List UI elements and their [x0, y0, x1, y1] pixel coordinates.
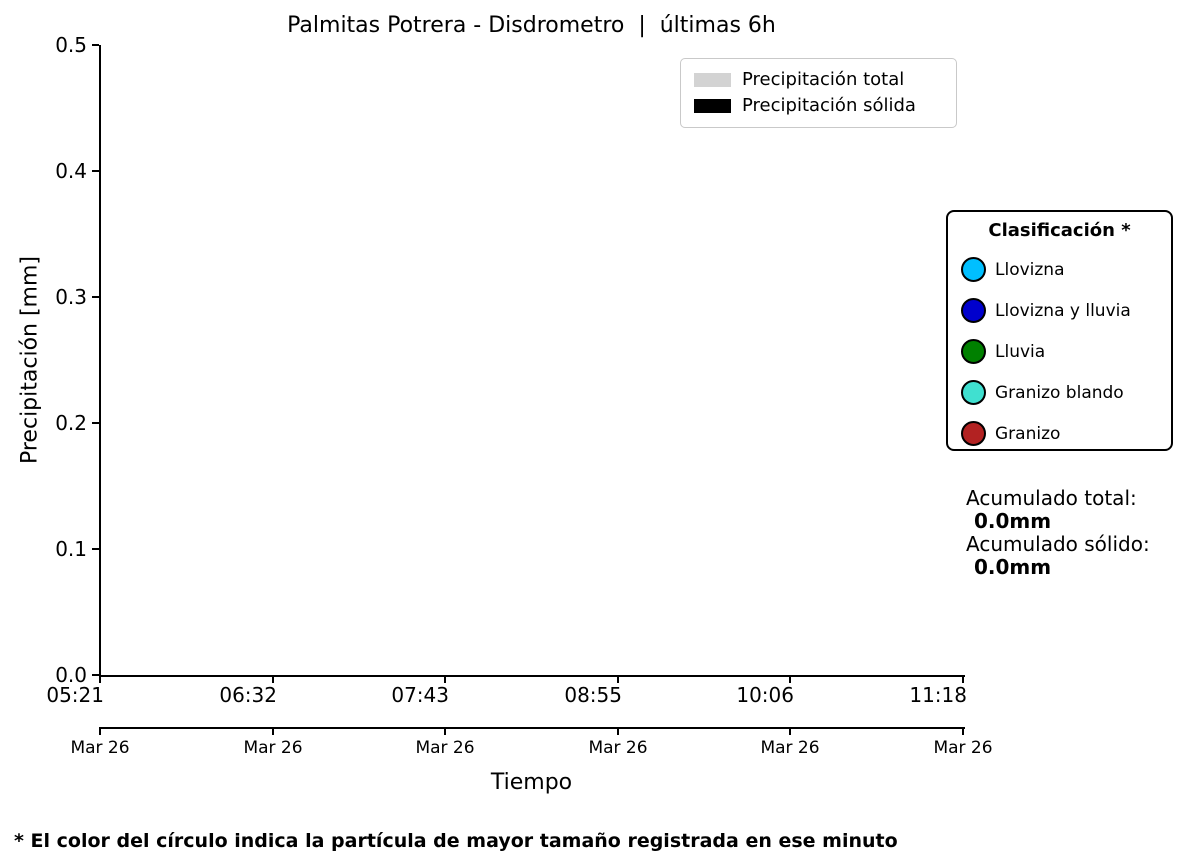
y-tick-label: 0.0: [55, 663, 87, 687]
date-tick-label: Mar 26: [415, 738, 475, 758]
circle-marker-granizo: [961, 421, 986, 446]
date-tick-mark: [617, 729, 619, 735]
accumulated-total-label: Acumulado total:: [966, 486, 1137, 510]
x-tick-label: 06:32: [219, 683, 277, 707]
date-tick-label: Mar 26: [588, 738, 648, 758]
date-axis-spine: [99, 727, 965, 729]
x-tick-mark: [617, 677, 619, 683]
x-tick-label: 10:06: [736, 683, 794, 707]
x-tick-label: 05:21: [46, 683, 104, 707]
legend-label: Precipitación sólida: [742, 95, 916, 116]
x-tick-mark: [444, 677, 446, 683]
date-tick-label: Mar 26: [243, 738, 303, 758]
date-tick-mark: [272, 729, 274, 735]
classification-item: Granizo blando: [961, 380, 1171, 405]
classification-label: Lluvia: [995, 341, 1046, 362]
chart-title: Palmitas Potrera - Disdrometro | últimas…: [287, 13, 776, 38]
x-tick-label: 07:43: [391, 683, 449, 707]
y-tick-mark: [92, 170, 99, 172]
circle-marker-granizo-blando: [961, 380, 986, 405]
date-tick-mark: [789, 729, 791, 735]
classification-label: Granizo: [995, 423, 1061, 444]
y-tick-label: 0.3: [55, 285, 87, 309]
y-tick-label: 0.1: [55, 537, 87, 561]
x-axis-label: Tiempo: [490, 770, 573, 795]
x-tick-label: 11:18: [909, 683, 967, 707]
x-tick-mark: [789, 677, 791, 683]
classification-item: Lluvia: [961, 339, 1171, 364]
classification-label: Llovizna: [995, 259, 1065, 280]
classification-item: Llovizna: [961, 257, 1171, 282]
date-tick-mark: [444, 729, 446, 735]
x-tick-mark: [99, 677, 101, 683]
y-tick-label: 0.2: [55, 411, 87, 435]
classification-label: Llovizna y lluvia: [995, 300, 1131, 321]
x-tick-mark: [272, 677, 274, 683]
footnote: * El color del círculo indica la partícu…: [14, 830, 898, 852]
y-tick-label: 0.4: [55, 159, 87, 183]
legend-item-solid: Precipitación sólida: [694, 96, 943, 116]
accumulated-total-value: 0.0mm: [974, 509, 1052, 533]
date-tick-mark: [99, 729, 101, 735]
circle-marker-llovizna: [961, 257, 986, 282]
date-tick-mark: [962, 729, 964, 735]
x-axis-spine: [99, 675, 965, 677]
circle-marker-llovizna-y-lluvia: [961, 298, 986, 323]
classification-item: Granizo: [961, 421, 1171, 446]
precipitation-legend: Precipitación total Precipitación sólida: [680, 58, 957, 128]
legend-label: Precipitación total: [742, 69, 905, 90]
circle-marker-lluvia: [961, 339, 986, 364]
classification-legend: Clasificación * Llovizna Llovizna y lluv…: [946, 210, 1173, 451]
classification-label: Granizo blando: [995, 382, 1124, 403]
date-tick-label: Mar 26: [760, 738, 820, 758]
y-tick-mark: [92, 674, 99, 676]
classification-item: Llovizna y lluvia: [961, 298, 1171, 323]
accumulated-solid-value: 0.0mm: [974, 555, 1052, 579]
legend-item-total: Precipitación total: [694, 70, 943, 90]
y-tick-mark: [92, 296, 99, 298]
y-axis-spine: [99, 45, 101, 677]
y-tick-mark: [92, 44, 99, 46]
classification-title: Clasificación *: [988, 220, 1131, 241]
y-tick-label: 0.5: [55, 33, 87, 57]
accumulated-totals: Acumulado total: 0.0mm Acumulado sólido:…: [966, 487, 1150, 579]
x-tick-label: 08:55: [564, 683, 622, 707]
date-tick-label: Mar 26: [70, 738, 130, 758]
date-tick-label: Mar 26: [933, 738, 993, 758]
x-tick-mark: [962, 677, 964, 683]
accumulated-solid-label: Acumulado sólido:: [966, 532, 1150, 556]
legend-swatch-total: [694, 73, 731, 87]
y-tick-mark: [92, 422, 99, 424]
legend-swatch-solid: [694, 99, 731, 113]
y-tick-mark: [92, 548, 99, 550]
